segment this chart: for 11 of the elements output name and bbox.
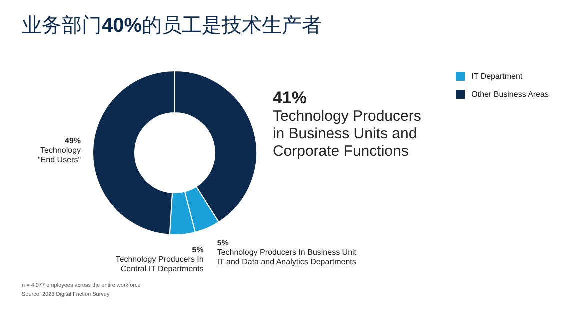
data-label: 5% (192, 246, 204, 255)
text: Other Business Areas (472, 90, 549, 99)
slice-label: Technology "End Users" (38, 146, 82, 164)
data-label: 5% (217, 238, 229, 248)
slice-label: Technology Producers in Business Units and Corporate Functions (272, 108, 422, 160)
chart-title: 业务部门40%的员工是技术生产者 (22, 15, 322, 37)
data-label: 49% (65, 136, 82, 146)
data-label: 41% (272, 88, 307, 108)
slice-label: Technology Producers In Business Unit IT and Data and Analytics Departments (217, 248, 358, 266)
text: IT Department (472, 72, 523, 81)
slice-label: Technology Producers In Central IT Departments (116, 255, 204, 274)
